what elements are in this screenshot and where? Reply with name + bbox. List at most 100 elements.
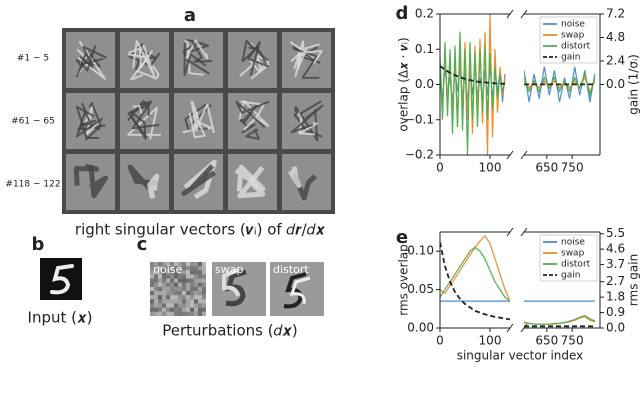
y2-tick-label: 5.5 — [606, 226, 625, 240]
y2-tick-label: 0.9 — [606, 305, 625, 319]
noise-pixel — [182, 274, 186, 279]
noise-pixel — [190, 291, 194, 296]
noise-pixel — [202, 291, 206, 296]
digit-five — [50, 264, 74, 295]
vector-stroke — [84, 102, 102, 141]
noise-pixel — [150, 278, 154, 283]
noise-pixel — [186, 270, 190, 275]
noise-pixel — [178, 282, 182, 287]
noise-pixel — [158, 286, 162, 292]
noise-pixel — [170, 266, 174, 271]
noise-pixel — [182, 266, 186, 271]
vector-stroke — [80, 110, 97, 126]
noise-pixel — [182, 311, 186, 316]
row-label: #61 − 65 — [11, 117, 55, 127]
noise-pixel — [186, 311, 190, 316]
noise-pixel — [186, 295, 190, 300]
legend-label: distort — [561, 42, 591, 52]
swap-shape — [222, 268, 240, 297]
axis-break — [520, 227, 528, 237]
legend-label: noise — [561, 20, 585, 30]
noise-pixel — [186, 266, 190, 271]
noise-pixel — [178, 262, 182, 267]
noise-pixel — [166, 262, 170, 267]
series-line — [440, 246, 510, 302]
axis-break — [520, 323, 528, 333]
y2-axis-label: gain (1/σᵢ) — [627, 54, 640, 115]
noise-pixel — [162, 295, 166, 300]
noise-pixel — [154, 286, 158, 292]
noise-pixel — [150, 295, 154, 300]
series-line — [440, 65, 506, 85]
noise-pixel — [150, 311, 154, 316]
noise-pixel — [174, 282, 178, 287]
x-tick-label: 650 — [535, 334, 558, 348]
y2-tick-label: 1.8 — [606, 290, 625, 304]
noise-pixel — [202, 274, 206, 279]
noise-pixel — [154, 307, 158, 312]
noise-pixel — [150, 262, 154, 267]
noise-pixel — [170, 282, 174, 287]
vector-image — [282, 93, 331, 149]
row-label: #1 − 5 — [17, 54, 49, 64]
noise-pixel — [158, 295, 162, 300]
legend-label: noise — [561, 238, 585, 248]
noise-pixel — [162, 266, 166, 271]
noise-pixel — [174, 295, 178, 300]
noise-pixel — [178, 307, 182, 312]
vector-stroke — [184, 39, 208, 60]
noise-pixel — [202, 266, 206, 271]
noise-pixel — [150, 270, 154, 275]
noise-pixel — [186, 278, 190, 283]
noise-pixel — [198, 270, 202, 275]
noise-pixel — [190, 295, 194, 300]
y-axis-label: rms overlap — [397, 244, 411, 316]
x-tick-label: 750 — [561, 334, 584, 348]
noise-pixel — [170, 262, 174, 267]
y-tick-label: 0.00 — [407, 321, 434, 335]
noise-pixel — [182, 286, 186, 292]
noise-pixel — [162, 286, 166, 292]
vector-stroke — [248, 59, 270, 73]
noise-pixel — [182, 262, 186, 267]
vector-stroke — [188, 112, 206, 139]
noise-pixel — [190, 299, 194, 304]
noise-pixel — [182, 295, 186, 300]
x-tick-label: 100 — [479, 161, 502, 175]
vector-stroke — [298, 122, 318, 136]
axis-break — [506, 150, 514, 160]
legend-box — [539, 16, 598, 64]
noise-pixel — [158, 282, 162, 287]
noise-pixel — [166, 266, 170, 271]
series-line — [440, 14, 506, 155]
noise-pixel — [178, 274, 182, 279]
noise-pixel — [162, 299, 166, 304]
noise-pixel — [174, 311, 178, 316]
noise-pixel — [170, 286, 174, 292]
noise-pixel — [194, 278, 198, 283]
noise-pixel — [202, 262, 206, 267]
noise-pixel — [182, 270, 186, 275]
panel-letter: d — [396, 3, 409, 24]
noise-pixel — [170, 295, 174, 300]
series-line — [440, 234, 510, 302]
axis-break — [506, 323, 514, 333]
noise-pixel — [174, 274, 178, 279]
x-tick-label: 100 — [479, 334, 502, 348]
noise-pixel — [190, 282, 194, 287]
noise-pixel — [166, 311, 170, 316]
vector-stroke — [75, 52, 93, 78]
noise-pixel — [170, 311, 174, 316]
panel-letter: c — [137, 234, 148, 255]
vector-stroke — [127, 164, 159, 190]
vector-stroke — [238, 104, 258, 125]
noise-pixel — [178, 303, 182, 308]
noise-pixel — [150, 274, 154, 279]
vector-stroke — [132, 40, 156, 77]
y2-tick-label: 2.4 — [606, 54, 625, 68]
noise-pixel — [198, 286, 202, 292]
vector-stroke — [287, 166, 302, 189]
noise-pixel — [150, 303, 154, 308]
vector-stroke — [88, 164, 108, 199]
noise-pixel — [186, 299, 190, 304]
